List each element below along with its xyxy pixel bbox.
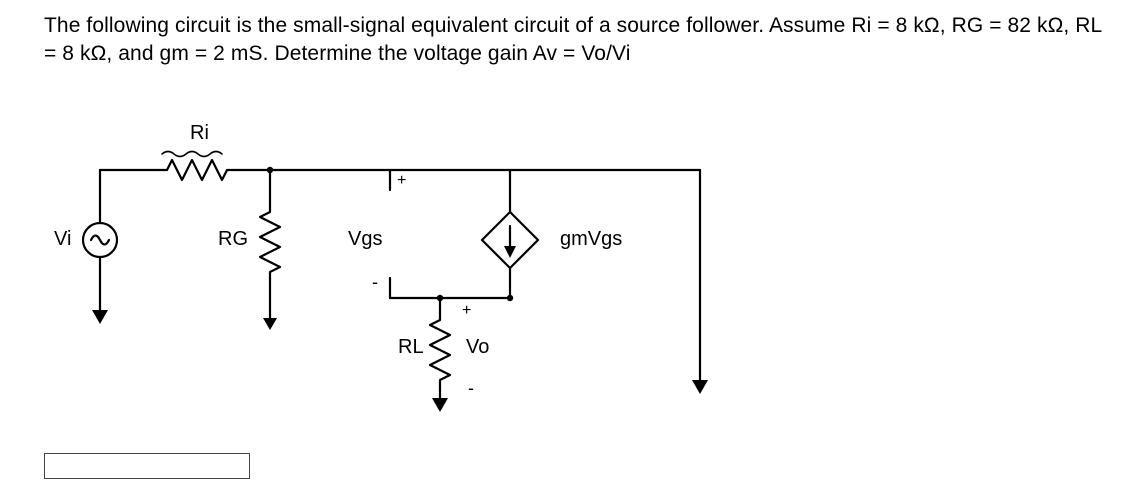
ac-sine-icon [91, 236, 109, 245]
label-vo: Vo [466, 336, 489, 359]
circuit-diagram: Ri Vi RG Vgs gmVgs RL Vo + - + - [40, 100, 760, 420]
vccs-arrow-icon [504, 246, 516, 258]
ground-rg-icon [263, 318, 277, 330]
question-text: The following circuit is the small-signa… [44, 12, 1102, 69]
ground-rl-icon [432, 398, 448, 412]
label-minus-mid: - [372, 272, 378, 293]
label-rg: RG [218, 228, 248, 251]
label-vgs: Vgs [348, 228, 382, 251]
answer-input[interactable] [44, 453, 250, 479]
label-plus-vo: + [462, 302, 471, 320]
resistor-rl-icon [430, 314, 450, 386]
label-rl: RL [398, 336, 424, 359]
label-ri: Ri [190, 122, 209, 145]
label-plus-top: + [397, 172, 406, 190]
resistor-ri-icon [160, 160, 234, 180]
circuit-svg [40, 100, 760, 420]
ri-deco [162, 152, 222, 157]
label-minus-vo: - [468, 378, 474, 399]
label-vi: Vi [54, 228, 71, 251]
resistor-rg-icon [260, 205, 280, 279]
label-gmvgs: gmVgs [560, 228, 622, 251]
ground-vi-icon [92, 310, 108, 324]
ground-right-icon [692, 380, 708, 394]
